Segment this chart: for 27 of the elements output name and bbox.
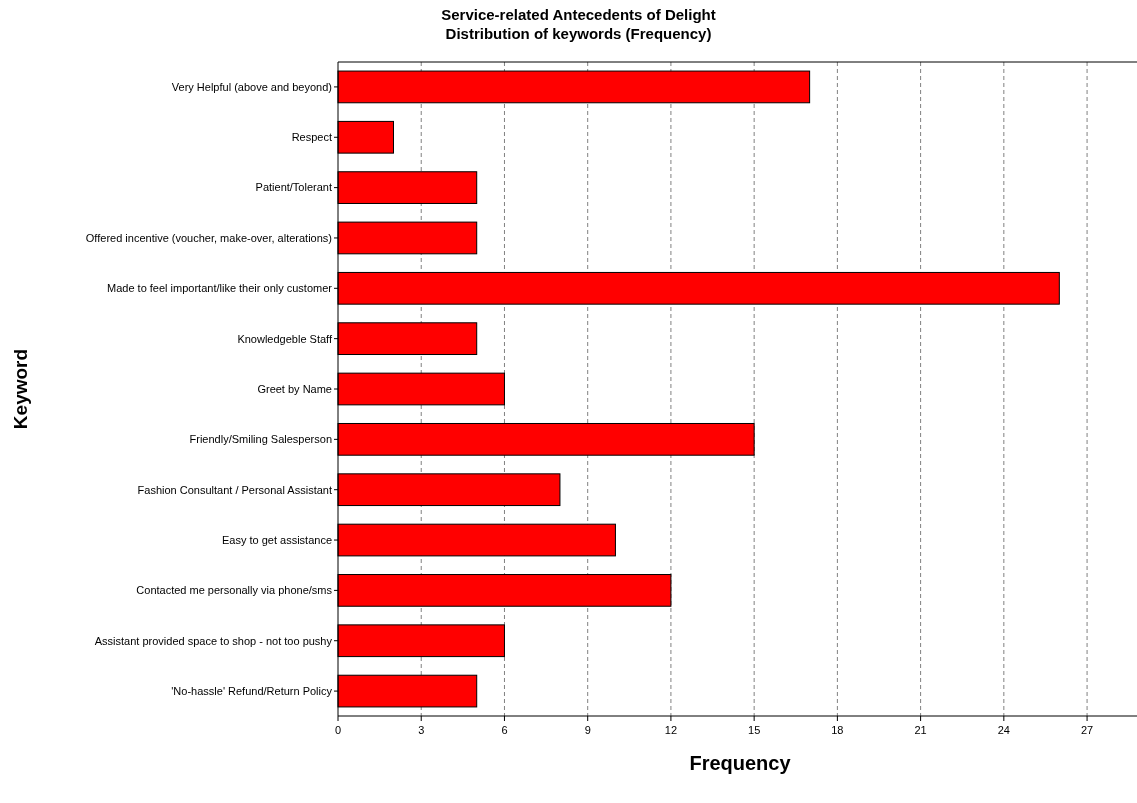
x-tick-label: 24 xyxy=(997,724,1010,736)
y-tick-label: Assistant provided space to shop - not too pushy xyxy=(94,634,333,647)
x-tick-label: 3 xyxy=(418,724,425,736)
y-axis-title: Keyword xyxy=(10,348,31,430)
chart-title: Service-related Antecedents of Delight xyxy=(441,6,716,23)
x-tick-label: 18 xyxy=(831,724,844,736)
x-tick-label: 9 xyxy=(584,724,591,736)
y-tick-label: Respect xyxy=(291,131,332,144)
y-tick-label: Friendly/Smiling Salesperson xyxy=(189,433,332,446)
x-tick-label: 15 xyxy=(748,724,761,736)
y-tick-label: Easy to get assistance xyxy=(221,533,332,546)
x-tick-label: 0 xyxy=(334,724,342,736)
x-tick-label: 21 xyxy=(914,724,927,736)
y-tick-label: Made to feel important/like their only customer xyxy=(107,282,333,295)
x-tick-label: 27 xyxy=(1080,724,1094,736)
chart-subtitle: Distribution of keywords (Frequency) xyxy=(445,25,712,42)
y-tick-label: Contacted me personally via phone/sms xyxy=(136,584,333,597)
y-tick-label: Very Helpful (above and beyond) xyxy=(171,80,332,93)
y-tick-label: Greet by Name xyxy=(257,382,332,395)
y-tick-label: Offered incentive (voucher, make-over, alterations) xyxy=(85,231,332,244)
y-tick-label: 'No-hassle' Refund/Return Policy xyxy=(171,684,333,697)
x-tick-label: 12 xyxy=(664,724,678,736)
y-tick-label: Patient/Tolerant xyxy=(255,181,332,194)
x-tick-label: 6 xyxy=(501,724,508,736)
x-axis-title: Frequency xyxy=(689,752,792,774)
y-tick-label: Knowledgeble Staff xyxy=(237,332,333,345)
y-tick-label: Fashion Consultant / Personal Assistant xyxy=(137,483,332,496)
